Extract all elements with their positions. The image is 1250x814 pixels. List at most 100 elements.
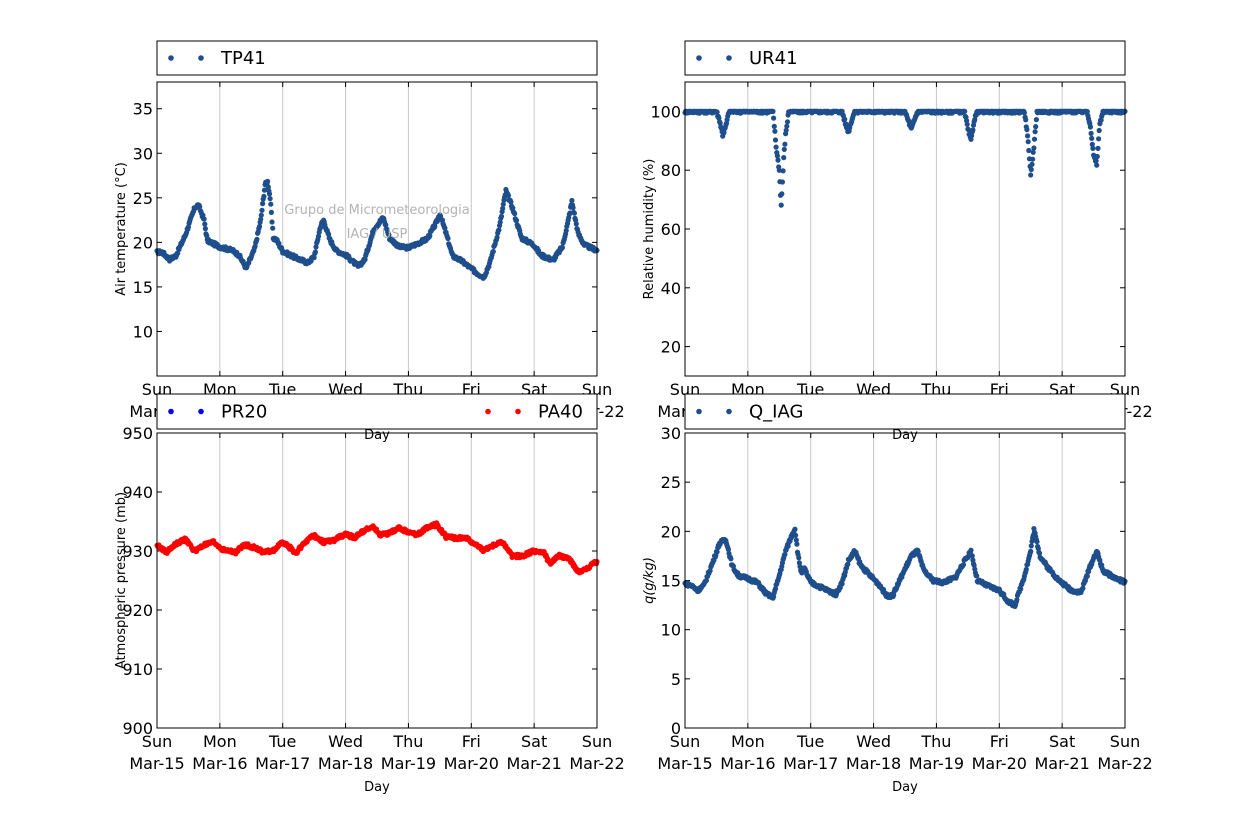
legend-label: TP41 — [220, 48, 266, 69]
data-point — [793, 537, 799, 543]
data-point — [1095, 145, 1101, 151]
data-point — [969, 553, 975, 559]
x-tick-label-day: Mon — [731, 732, 765, 751]
data-point — [774, 153, 781, 159]
data-point — [1028, 166, 1034, 173]
data-point — [254, 236, 260, 242]
x-tick-label-day: Fri — [990, 732, 1009, 751]
data-point — [267, 196, 273, 202]
data-point — [784, 123, 790, 129]
x-tick-label-date: Mar-18 — [846, 754, 901, 773]
x-tick-label-day: Sun — [142, 732, 172, 751]
data-point — [780, 168, 786, 174]
data-point — [513, 217, 520, 223]
chart-panel-4: Sun Mar-15 Mon Mar-16 Tue Mar-17 Wed Mar-18 Thu M… — [642, 393, 1153, 795]
x-tick-label-date: Mar-21 — [506, 754, 561, 773]
x-tick-label-day: Tue — [796, 732, 824, 751]
watermark: Grupo de Micrometeorologia IAG / USP — [284, 203, 470, 242]
data-point — [1094, 153, 1100, 160]
x-tick-label-day: Wed — [856, 732, 891, 751]
data-point — [269, 219, 275, 225]
data-point — [1088, 130, 1094, 136]
x-tick-label-date: Mar-22 — [569, 754, 624, 773]
data-point — [771, 115, 777, 121]
legend-box — [684, 393, 1126, 430]
plot-area — [156, 81, 598, 377]
plot-area — [684, 432, 1126, 729]
data-point — [494, 234, 500, 240]
legend-marker — [726, 55, 732, 61]
data-point — [1025, 139, 1031, 145]
data-point — [964, 121, 970, 127]
legend: TP41 — [156, 40, 598, 76]
data-point — [771, 594, 777, 600]
legend-marker — [198, 408, 204, 415]
legend-label: UR41 — [749, 48, 798, 69]
y-tick-label: 10 — [661, 621, 681, 640]
data-point — [965, 127, 972, 133]
y-tick-label: 35 — [133, 100, 153, 119]
y-tick-label: 15 — [661, 572, 681, 591]
legend-box — [684, 40, 1126, 76]
data-point — [960, 562, 967, 568]
x-tick-label-day: Tue — [268, 732, 296, 751]
data-point — [1093, 158, 1099, 164]
data-point — [779, 179, 786, 185]
y-tick-label: 30 — [661, 424, 681, 443]
legend: PR20 PA40 — [156, 393, 598, 430]
data-point — [1031, 136, 1038, 142]
data-point — [792, 526, 798, 532]
plot-area — [684, 81, 1126, 377]
data-point — [1030, 149, 1036, 155]
legend-marker — [168, 55, 174, 61]
legend-marker — [696, 408, 702, 415]
data-point — [175, 250, 181, 256]
x-tick-label-date: Mar-21 — [1034, 754, 1089, 773]
legend-label: PA40 — [538, 402, 583, 423]
x-tick-label-date: Mar-18 — [318, 754, 373, 773]
data-point — [772, 137, 779, 143]
data-point — [1023, 566, 1029, 572]
data-point — [386, 232, 392, 238]
series-Q_IAG — [682, 526, 1128, 610]
y-tick-label: 15 — [133, 278, 153, 297]
data-point — [311, 255, 317, 261]
y-axis-label: q(g/kg) — [642, 557, 657, 604]
y-tick-label: 100 — [650, 102, 681, 121]
data-point — [500, 205, 506, 211]
x-tick-label-date: Mar-17 — [783, 754, 838, 773]
data-point — [796, 555, 802, 561]
data-point — [1033, 117, 1039, 123]
data-point — [714, 109, 720, 115]
x-tick-label-date: Mar-17 — [255, 754, 310, 773]
data-point — [508, 199, 514, 205]
data-point — [772, 128, 778, 134]
data-point — [794, 541, 800, 547]
data-point — [784, 119, 791, 125]
series-PA40 — [154, 520, 600, 576]
x-axis-label: Day — [364, 428, 390, 443]
data-point — [793, 532, 799, 538]
y-tick-label: 60 — [661, 220, 681, 239]
watermark-line-2: IAG / USP — [347, 227, 408, 242]
data-point — [498, 213, 505, 219]
legend-marker — [168, 408, 174, 415]
data-point — [1089, 135, 1095, 141]
data-point — [1089, 141, 1095, 147]
y-tick-label: 20 — [133, 233, 153, 252]
x-tick-label-date: Mar-19 — [909, 754, 964, 773]
data-point — [1033, 124, 1039, 130]
data-point — [842, 116, 848, 122]
x-tick-label-day: Sun — [1110, 732, 1140, 751]
legend-marker — [198, 55, 204, 61]
watermark-line-1: Grupo de Micrometeorologia — [284, 203, 470, 218]
data-point — [201, 216, 207, 222]
y-tick-label: 910 — [122, 660, 153, 679]
legend-marker — [515, 408, 521, 415]
series-TP41 — [154, 178, 600, 281]
data-point — [442, 225, 448, 231]
data-point — [505, 192, 511, 199]
data-point — [500, 201, 506, 207]
data-point — [1084, 109, 1090, 115]
data-point — [570, 205, 576, 211]
